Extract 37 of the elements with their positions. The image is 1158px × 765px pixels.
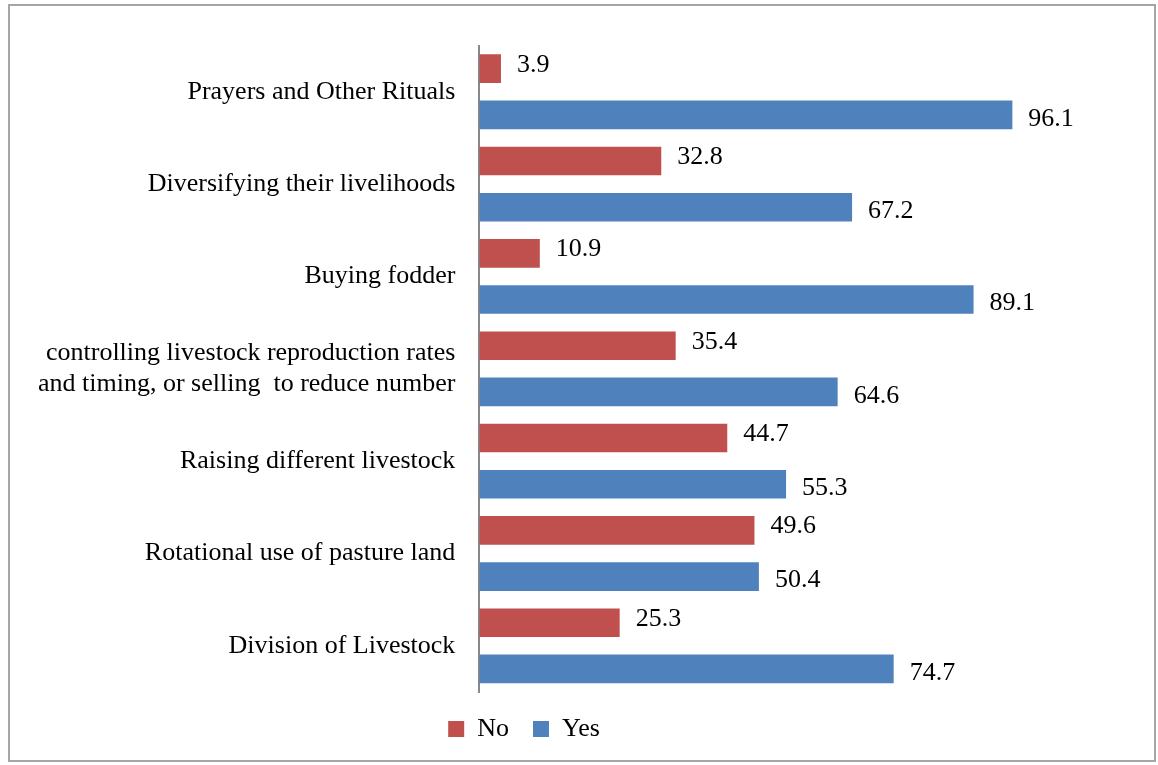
y-tick-label: Rotational use of pasture land: [144, 537, 456, 567]
bar: [479, 331, 676, 361]
bar: [479, 608, 620, 638]
bar: [479, 423, 728, 453]
y-tick-label: Buying fodder: [304, 260, 456, 290]
legend-label: No: [477, 712, 509, 742]
data-label: 67.2: [868, 195, 914, 225]
data-label: 10.9: [555, 233, 602, 263]
legend-label: Yes: [561, 712, 600, 742]
data-label: 35.4: [691, 325, 738, 355]
data-label: 89.1: [989, 287, 1036, 317]
bar: [479, 654, 894, 684]
bar: [479, 146, 662, 176]
y-tick-label: Raising different livestock: [179, 444, 456, 474]
data-label: 96.1: [1028, 102, 1074, 132]
bar: [479, 100, 1013, 130]
bar: [479, 377, 838, 407]
data-label: 32.8: [677, 140, 723, 170]
data-label: 64.6: [853, 379, 900, 409]
data-label: 44.7: [743, 417, 789, 447]
y-tick-label: controlling livestock reproduction rates and timing, or selling to reduce number: [37, 337, 456, 398]
data-label: 55.3: [802, 472, 848, 502]
data-label: 25.3: [635, 602, 682, 632]
bar: [479, 562, 759, 591]
y-tick-label: Prayers and Other Rituals: [187, 75, 456, 105]
y-tick-label: Division of Livestock: [228, 629, 456, 659]
bar: [479, 192, 853, 222]
data-label: 3.9: [516, 48, 550, 78]
bar: [479, 239, 540, 268]
bar: [479, 516, 755, 545]
data-label: 50.4: [774, 564, 821, 594]
bar: [479, 285, 974, 314]
bar: [479, 469, 787, 499]
y-tick-label: Diversifying their livelihoods: [147, 167, 456, 197]
bar: [479, 54, 501, 83]
data-label: 49.6: [770, 510, 816, 540]
data-label: 74.7: [909, 656, 956, 686]
